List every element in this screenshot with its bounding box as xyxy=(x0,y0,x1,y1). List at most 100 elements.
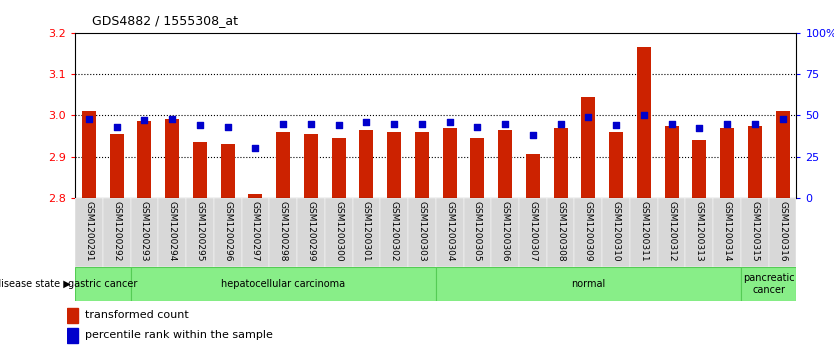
Text: GSM1200296: GSM1200296 xyxy=(224,201,232,262)
Bar xyxy=(75,198,796,267)
Point xyxy=(249,145,262,151)
Bar xyxy=(602,198,630,267)
Text: transformed count: transformed count xyxy=(85,310,188,320)
Bar xyxy=(249,194,263,198)
Point xyxy=(470,124,484,130)
Text: GSM1200305: GSM1200305 xyxy=(473,201,482,262)
Point xyxy=(83,116,96,122)
Bar xyxy=(131,198,158,267)
Bar xyxy=(75,198,103,267)
Bar xyxy=(103,198,131,267)
Point xyxy=(637,113,651,118)
Text: GSM1200293: GSM1200293 xyxy=(140,201,149,262)
Bar xyxy=(67,328,78,343)
Bar xyxy=(498,130,512,198)
Point xyxy=(332,122,345,128)
Text: GSM1200294: GSM1200294 xyxy=(168,201,177,262)
Bar xyxy=(193,142,207,198)
Bar xyxy=(748,126,761,198)
Text: GSM1200315: GSM1200315 xyxy=(751,201,759,262)
Bar xyxy=(380,198,408,267)
Point xyxy=(165,116,178,122)
Text: GSM1200310: GSM1200310 xyxy=(611,201,620,262)
Bar xyxy=(110,134,123,198)
Point xyxy=(138,117,151,123)
Point xyxy=(277,121,290,126)
Bar xyxy=(242,198,269,267)
Bar xyxy=(186,198,214,267)
Text: gastric cancer: gastric cancer xyxy=(68,279,138,289)
Point xyxy=(610,122,623,128)
Bar xyxy=(692,140,706,198)
Bar xyxy=(165,119,179,198)
Bar xyxy=(741,198,769,267)
Point xyxy=(499,121,512,126)
Text: GSM1200306: GSM1200306 xyxy=(500,201,510,262)
Text: GSM1200314: GSM1200314 xyxy=(722,201,731,262)
Bar xyxy=(741,267,796,301)
Point xyxy=(581,114,595,120)
Bar xyxy=(575,198,602,267)
Text: GSM1200297: GSM1200297 xyxy=(251,201,260,262)
Bar xyxy=(221,144,234,198)
Bar xyxy=(408,198,435,267)
Text: GSM1200316: GSM1200316 xyxy=(778,201,787,262)
Bar xyxy=(609,132,623,198)
Bar xyxy=(443,128,456,198)
Bar xyxy=(131,267,435,301)
Text: GSM1200292: GSM1200292 xyxy=(113,201,121,262)
Point xyxy=(193,122,207,128)
Bar xyxy=(276,132,290,198)
Bar xyxy=(686,198,713,267)
Point xyxy=(721,121,734,126)
Point xyxy=(665,121,678,126)
Point xyxy=(110,124,123,130)
Text: normal: normal xyxy=(571,279,605,289)
Text: pancreatic
cancer: pancreatic cancer xyxy=(743,273,795,295)
Text: GSM1200295: GSM1200295 xyxy=(195,201,204,262)
Bar xyxy=(269,198,297,267)
Bar xyxy=(297,198,324,267)
Text: GSM1200299: GSM1200299 xyxy=(306,201,315,262)
Bar xyxy=(526,155,540,198)
Bar xyxy=(491,198,519,267)
Bar xyxy=(435,267,741,301)
Point xyxy=(221,124,234,130)
Point xyxy=(748,121,761,126)
Point xyxy=(526,132,540,138)
Text: GSM1200298: GSM1200298 xyxy=(279,201,288,262)
Text: GSM1200309: GSM1200309 xyxy=(584,201,593,262)
Text: GSM1200304: GSM1200304 xyxy=(445,201,455,262)
Point xyxy=(693,126,706,131)
Bar xyxy=(138,122,151,198)
Text: GSM1200301: GSM1200301 xyxy=(362,201,371,262)
Bar xyxy=(721,128,734,198)
Bar xyxy=(547,198,575,267)
Bar xyxy=(519,198,547,267)
Text: GSM1200303: GSM1200303 xyxy=(417,201,426,262)
Bar xyxy=(304,134,318,198)
Point xyxy=(359,119,373,125)
Text: GSM1200313: GSM1200313 xyxy=(695,201,704,262)
Point xyxy=(304,121,318,126)
Bar xyxy=(464,198,491,267)
Text: hepatocellular carcinoma: hepatocellular carcinoma xyxy=(221,279,345,289)
Text: disease state ▶: disease state ▶ xyxy=(0,279,71,289)
Text: GDS4882 / 1555308_at: GDS4882 / 1555308_at xyxy=(92,14,238,27)
Bar xyxy=(332,138,345,198)
Point xyxy=(443,119,456,125)
Bar xyxy=(158,198,186,267)
Bar xyxy=(214,198,242,267)
Point xyxy=(415,121,429,126)
Text: GSM1200300: GSM1200300 xyxy=(334,201,343,262)
Text: percentile rank within the sample: percentile rank within the sample xyxy=(85,330,273,340)
Point xyxy=(554,121,567,126)
Bar xyxy=(82,111,96,198)
Text: GSM1200307: GSM1200307 xyxy=(529,201,537,262)
Bar xyxy=(769,198,796,267)
Text: GSM1200308: GSM1200308 xyxy=(556,201,565,262)
Bar xyxy=(359,130,374,198)
Bar xyxy=(630,198,658,267)
Bar xyxy=(658,198,686,267)
Bar xyxy=(353,198,380,267)
